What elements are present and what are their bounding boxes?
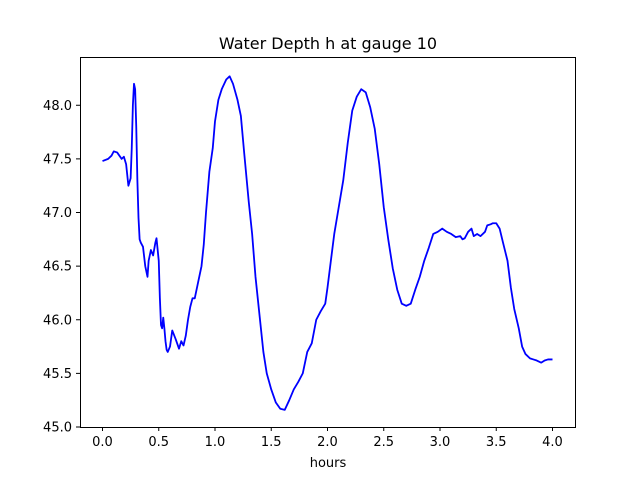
plot-area — [102, 75, 553, 411]
y-tick-label: 46.5 — [43, 260, 72, 275]
y-tick-label: 47.0 — [43, 206, 72, 221]
x-tick-label: 0.0 — [92, 435, 113, 450]
y-tick-label: 45.0 — [43, 421, 72, 436]
chart-title: Water Depth h at gauge 10 — [219, 34, 437, 53]
x-axis: 0.0 0.5 1.0 1.5 2.0 2.5 3.0 3.5 4.0 — [92, 427, 563, 450]
x-tick-label: 2.5 — [373, 435, 394, 450]
series-line-0 — [102, 75, 553, 411]
axes-frame — [80, 57, 576, 428]
x-tick-label: 1.5 — [261, 435, 282, 450]
x-tick-label: 0.5 — [148, 435, 169, 450]
y-tick-label: 47.5 — [43, 152, 72, 167]
x-tick-label: 2.0 — [317, 435, 338, 450]
y-axis: 45.0 45.5 46.0 46.5 47.0 47.5 48.0 — [43, 99, 80, 436]
y-tick-label: 48.0 — [43, 99, 72, 114]
y-tick-label: 46.0 — [43, 313, 72, 328]
y-tick-label: 45.5 — [43, 367, 72, 382]
x-tick-label: 4.0 — [542, 435, 563, 450]
x-tick-label: 3.0 — [430, 435, 451, 450]
x-axis-label: hours — [310, 456, 347, 471]
x-tick-label: 1.0 — [205, 435, 226, 450]
x-tick-label: 3.5 — [486, 435, 507, 450]
